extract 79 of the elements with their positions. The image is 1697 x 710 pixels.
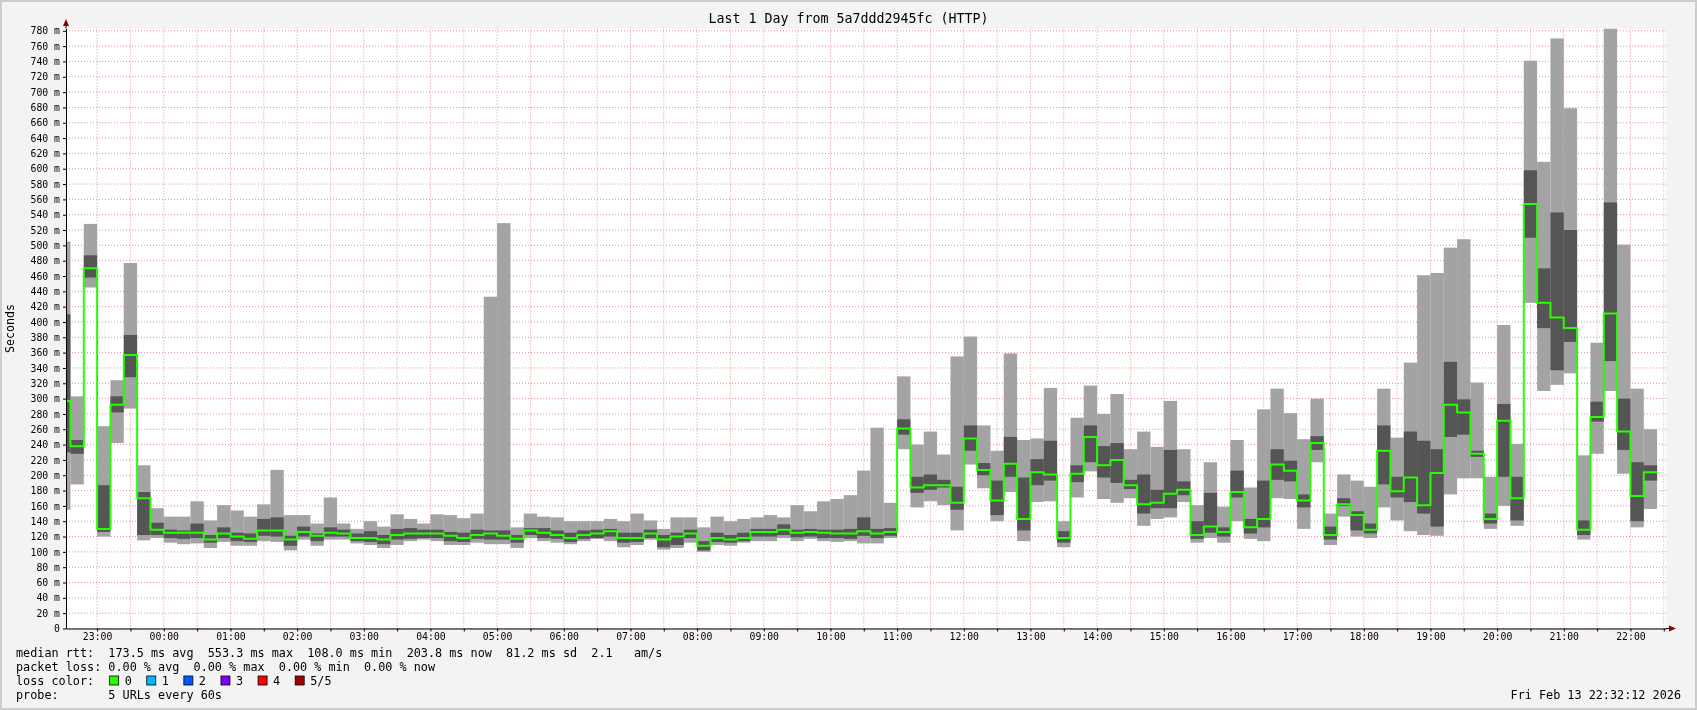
x-tick-label: 09:00 [749,631,780,643]
y-tick-label: 540 m [30,209,61,221]
y-tick-label: 560 m [30,194,61,206]
legend-label: 1 [161,674,169,688]
x-tick-label: 15:00 [1149,631,1180,643]
y-tick-label: 260 m [30,423,61,435]
legend-label: 3 [235,674,244,688]
y-tick-label: 700 m [30,86,61,98]
chart-title: Last 1 Day from 5a7ddd2945fc (HTTP) [708,11,989,26]
y-tick-label: 520 m [30,224,61,236]
x-tick-label: 16:00 [1216,631,1246,643]
y-tick-label: 760 m [30,40,61,52]
y-tick-label: 720 m [30,71,61,83]
y-tick-label: 440 m [30,285,61,297]
y-tick-label: 780 m [30,25,61,37]
y-tick-label: 140 m [30,515,61,527]
y-tick-label: 80 m [36,561,61,573]
y-tick-label: 280 m [30,408,61,420]
y-tick-label: 240 m [30,439,61,451]
y-tick-label: 320 m [30,377,61,389]
x-tick-label: 23:00 [82,631,113,643]
x-tick-label: 14:00 [1082,631,1113,643]
x-tick-label: 03:00 [349,631,380,643]
x-tick-label: 22:00 [1616,631,1646,643]
x-tick-label: 06:00 [549,631,580,643]
y-tick-label: 460 m [30,270,61,282]
y-tick-label: 620 m [30,148,61,160]
y-tick-label: 180 m [30,485,61,497]
x-tick-label: 19:00 [1416,631,1446,643]
y-tick-label: 300 m [30,393,61,405]
y-axis-title: Seconds [3,304,17,353]
y-tick-label: 160 m [30,500,61,512]
y-tick-label: 660 m [30,117,61,129]
legend-title: loss color: [16,674,95,688]
legend-label: 4 [273,674,281,688]
x-tick-label: 18:00 [1349,631,1380,643]
y-tick-label: 120 m [30,531,61,543]
x-tick-label: 21:00 [1549,631,1580,643]
y-tick-label: 740 m [30,56,61,68]
text: median rtt: 173.5 ms avg 553.3 ms max 108.0 ms min 203.8 ms now 81.2 ms sd 2.1 am/s [16,646,663,660]
x-tick-label: 01:00 [216,631,246,643]
legend-label: 0 [124,674,132,688]
x-tick-label: 07:00 [616,631,646,643]
y-tick-label: 420 m [30,301,61,313]
y-tick-label: 380 m [30,331,61,343]
bar [1603,202,1618,362]
x-tick-label: 17:00 [1282,631,1313,643]
y-tick-label: 360 m [30,347,61,359]
x-tick-label: 11:00 [882,631,913,643]
y-tick-label: 100 m [30,546,61,558]
y-tick-label: 500 m [30,239,61,251]
x-tick-label: 00:00 [149,631,180,643]
y-tick-label: 220 m [30,454,61,466]
y-tick-label: 200 m [30,469,61,481]
legend-label: 2 [198,674,206,688]
x-tick-label: 12:00 [949,631,980,643]
legend-label: 5/5 [310,674,332,688]
x-tick-label: 02:00 [282,631,313,643]
x-tick-label: 20:00 [1482,631,1513,643]
y-tick-label: 640 m [30,132,61,144]
text: probe: 5 URLs every 60s [16,688,222,702]
x-tick-label: 10:00 [816,631,846,643]
y-tick-label: 680 m [30,102,61,114]
x-tick-label: 04:00 [416,631,446,643]
x-tick-label: 05:00 [482,631,513,643]
text: packet loss: 0.00 % avg 0.00 % max 0.00 % min 0.00 % now [16,660,436,674]
y-tick-label: 0 [54,623,61,635]
bar [1510,476,1524,521]
y-tick-label: 40 m [36,592,61,604]
y-tick-label: 400 m [30,316,61,328]
text: Fri Feb 13 22:32:12 2026 [1510,688,1681,702]
x-tick-label: 08:00 [682,631,713,643]
y-tick-label: 480 m [30,255,61,267]
y-tick-label: 20 m [36,607,61,619]
y-tick-label: 600 m [30,163,61,175]
y-tick-label: 580 m [30,178,61,190]
y-tick-label: 60 m [36,577,61,589]
y-tick-label: 340 m [30,362,61,374]
x-tick-label: 13:00 [1016,631,1046,643]
